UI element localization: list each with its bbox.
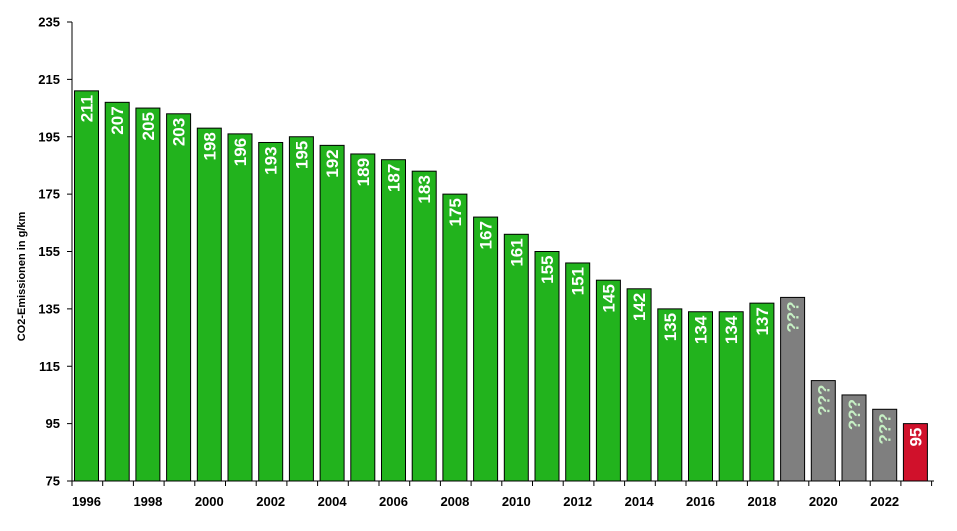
- y-tick-label: 75: [46, 474, 60, 489]
- y-tick-label: 195: [38, 129, 60, 144]
- y-tick-label: 115: [39, 359, 60, 374]
- y-tick-label: 155: [38, 244, 60, 259]
- y-axis-label: CO2-Emissionen in g/km: [16, 211, 28, 341]
- bar-2002: [258, 141, 284, 482]
- x-tick-label: 2004: [318, 494, 348, 509]
- bar-value-label: 193: [262, 146, 281, 174]
- bar-2010: [503, 233, 529, 482]
- bar-value-label: 183: [415, 175, 434, 203]
- bar-2014: [626, 288, 652, 482]
- bar-2001: [227, 133, 253, 482]
- bar-2005: [350, 153, 376, 482]
- bar-value-label: 134: [692, 315, 711, 344]
- bar-2000: [196, 127, 222, 482]
- bars-group: [74, 90, 928, 482]
- x-tick-label: 2006: [379, 494, 408, 509]
- x-tick-label: 2014: [625, 494, 655, 509]
- bar-2008: [442, 193, 468, 482]
- bar-value-label: 145: [599, 284, 618, 312]
- bar-value-label: 151: [569, 267, 588, 295]
- bar-value-label: 135: [661, 313, 680, 341]
- bar-2013: [595, 279, 621, 482]
- bar-2006: [381, 159, 406, 482]
- x-tick-label: 2012: [563, 494, 592, 509]
- y-tick-label: 215: [38, 72, 60, 87]
- bar-2009: [473, 216, 499, 482]
- y-tick-label: 95: [46, 416, 60, 431]
- bar-2016: [688, 311, 713, 482]
- bar-value-label: 134: [722, 315, 741, 344]
- x-tick-label: 2016: [686, 494, 715, 509]
- bar-1998: [135, 107, 161, 482]
- bar-value-label: 205: [139, 112, 158, 140]
- x-tick-label: 2022: [870, 494, 899, 509]
- x-tick-label: 1996: [72, 494, 101, 509]
- bar-2012: [565, 262, 591, 482]
- y-tick-label: 235: [38, 15, 60, 30]
- bar-value-label: 137: [753, 307, 772, 335]
- bar-value-label: 175: [446, 198, 465, 226]
- bar-1996: [74, 90, 99, 482]
- bar-2004: [319, 144, 345, 482]
- bar-value-label: 95: [906, 428, 925, 447]
- x-tick-label: 1998: [133, 494, 162, 509]
- bar-value-label: 192: [323, 149, 342, 177]
- bar-value-label: ???: [814, 385, 833, 416]
- x-tick-label: 2018: [747, 494, 776, 509]
- bar-value-label: 207: [108, 106, 127, 134]
- bar-value-label: 189: [354, 158, 373, 186]
- bar-1997: [104, 101, 130, 482]
- bar-value-label: 167: [477, 221, 496, 249]
- bar-value-label: 187: [385, 164, 404, 192]
- bar-value-label: 196: [231, 138, 250, 166]
- bar-value-label: 161: [507, 238, 526, 266]
- y-axis-ticks: 75 95 115 135 155 175 195 215 235: [38, 15, 72, 489]
- x-tick-label: 2000: [195, 494, 224, 509]
- bar-1999: [166, 113, 192, 482]
- bar-2021: [841, 394, 867, 482]
- bar-2023: [902, 423, 928, 482]
- y-tick-label: 175: [38, 187, 60, 202]
- bar-2015: [657, 308, 683, 482]
- bar-labels-group: 211 207 205 203 198 196 193 195 192 189 187 183 175 1…: [78, 95, 926, 447]
- bar-2007: [411, 170, 437, 482]
- x-tick-label: 2010: [502, 494, 531, 509]
- bar-2003: [288, 136, 314, 482]
- bar-2017: [718, 311, 744, 482]
- bar-2011: [534, 251, 560, 482]
- x-axis-ticks: 1996 1998 2000 2002 2004 2006 2008 2010 2012 2014…: [71, 481, 933, 509]
- x-tick-label: 2020: [809, 494, 838, 509]
- bar-value-label: ???: [876, 413, 895, 444]
- x-tick-label: 2002: [256, 494, 285, 509]
- bar-2022: [872, 408, 898, 482]
- bar-value-label: 203: [170, 118, 189, 146]
- bar-value-label: 195: [292, 141, 311, 169]
- bar-value-label: ???: [845, 399, 864, 430]
- bar-value-label: 198: [200, 132, 219, 160]
- bar-value-label: 211: [78, 95, 97, 122]
- x-tick-label: 2008: [440, 494, 469, 509]
- bar-value-label: 155: [538, 256, 557, 284]
- bar-value-label: 142: [630, 293, 649, 321]
- y-tick-label: 135: [38, 301, 60, 316]
- bar-value-label: ???: [784, 301, 803, 332]
